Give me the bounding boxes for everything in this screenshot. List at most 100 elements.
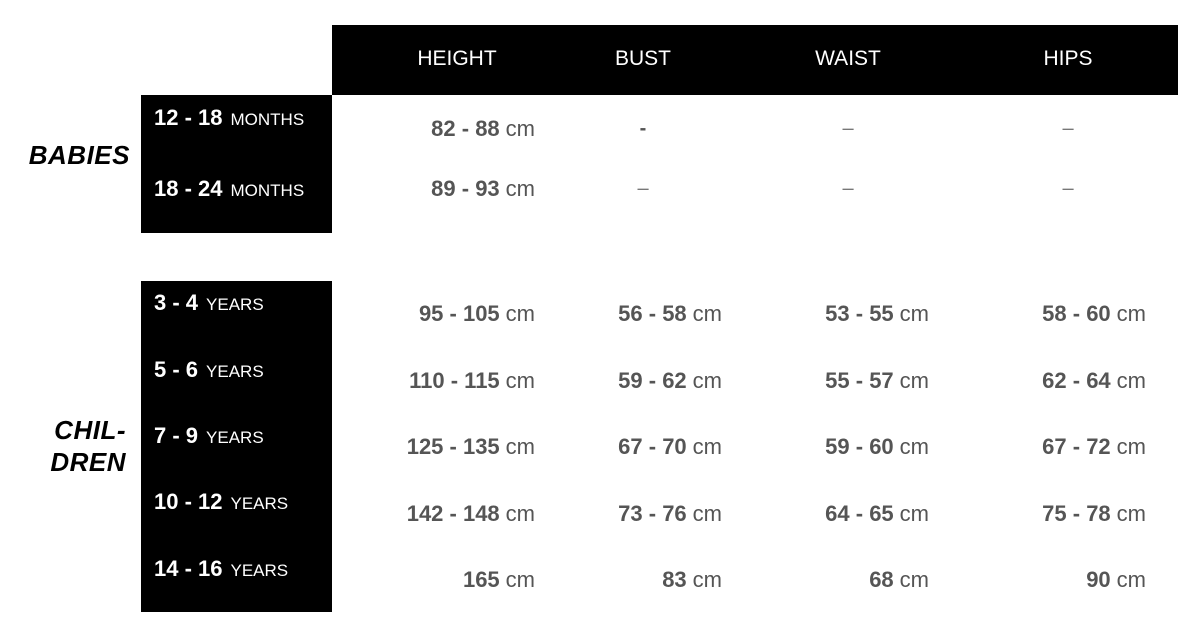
age-range-label: 12 - 18 MONTHS [154,105,304,131]
measurement: 53 - 55 [825,301,894,326]
babies-age-box [141,95,332,233]
bust-value: 56 - 58 cm [618,301,722,327]
unit-label: cm [505,434,535,459]
age-range-label: 18 - 24 MONTHS [154,176,304,202]
age-range: 12 - 18 [154,105,223,130]
hips-value: 90 cm [1086,567,1146,593]
age-range-label: 3 - 4 YEARS [154,290,264,316]
unit-label: cm [1116,434,1146,459]
measurement: 142 - 148 [406,501,500,526]
unit-label: cm [899,368,929,393]
measurement: 90 [1086,567,1111,592]
measurement: 67 - 72 [1042,434,1111,459]
measurement: 89 - 93 [431,176,500,201]
age-unit: YEARS [230,561,289,580]
age-unit: YEARS [206,295,264,314]
measurement: 82 - 88 [431,116,500,141]
age-range-label: 7 - 9 YEARS [154,423,264,449]
measurement: 75 - 78 [1042,501,1111,526]
unit-label: cm [505,567,535,592]
measurement: 58 - 60 [1042,301,1111,326]
age-range: 7 - 9 [154,423,199,448]
age-unit: MONTHS [230,110,305,129]
hips-value: 62 - 64 cm [1042,368,1146,394]
unit-label: cm [505,301,535,326]
age-range-label: 14 - 16 YEARS [154,556,288,582]
age-range: 10 - 12 [154,489,223,514]
unit-label: cm [692,301,722,326]
age-range: 14 - 16 [154,556,223,581]
unit-label: cm [899,434,929,459]
hips-empty-value: – [1062,117,1074,140]
height-value: 165 cm [463,567,535,593]
measurement: 73 - 76 [618,501,687,526]
unit-label: cm [899,301,929,326]
age-unit: YEARS [230,494,289,513]
height-value: 89 - 93 cm [431,176,535,202]
height-value: 142 - 148 cm [407,501,535,527]
hips-value: 58 - 60 cm [1042,301,1146,327]
measurement: 62 - 64 [1042,368,1111,393]
measurement: 110 - 115 [409,368,500,393]
column-header-bar: HEIGHT BUST WAIST HIPS [332,25,1178,95]
waist-empty-value: – [842,117,854,140]
bust-value: 73 - 76 cm [618,501,722,527]
unit-label: cm [692,567,722,592]
measurement: 83 [662,567,687,592]
waist-value: 68 cm [869,567,929,593]
bust-value: 67 - 70 cm [618,434,722,460]
unit-label: cm [692,368,722,393]
hips-empty-value: – [1062,177,1074,200]
unit-label: cm [505,501,535,526]
measurement: 95 - 105 [418,301,500,326]
height-value: 82 - 88 cm [431,116,535,142]
bust-empty-value: - [639,117,647,140]
unit-label: cm [899,501,929,526]
measurement: 59 - 60 [825,434,894,459]
hips-value: 75 - 78 cm [1042,501,1146,527]
column-header-waist: WAIST [815,47,881,70]
unit-label: cm [505,368,535,393]
unit-label: cm [692,501,722,526]
waist-value: 64 - 65 cm [825,501,929,527]
bust-value: 59 - 62 cm [618,368,722,394]
hips-value: 67 - 72 cm [1042,434,1146,460]
measurement: 165 [462,567,500,592]
unit-label: cm [1116,567,1146,592]
age-unit: MONTHS [230,181,305,200]
group-label-line: DREN [50,447,126,477]
measurement: 125 - 135 [406,434,500,459]
unit-label: cm [1116,368,1146,393]
age-range-label: 5 - 6 YEARS [154,357,264,383]
bust-value: 83 cm [662,567,722,593]
group-label-line: CHIL- [54,415,126,445]
height-value: 125 - 135 cm [407,434,535,460]
measurement: 56 - 58 [618,301,687,326]
measurement: 67 - 70 [618,434,687,459]
group-label-babies: BABIES [28,140,130,170]
age-unit: YEARS [206,362,264,381]
unit-label: cm [692,434,722,459]
column-header-height: HEIGHT [417,47,497,70]
height-value: 110 - 115 cm [409,368,535,394]
age-range: 3 - 4 [154,290,199,315]
waist-value: 53 - 55 cm [825,301,929,327]
children-age-box [141,281,332,612]
age-range: 5 - 6 [154,357,199,382]
waist-value: 55 - 57 cm [825,368,929,394]
age-unit: YEARS [206,428,264,447]
age-range: 18 - 24 [154,176,223,201]
unit-label: cm [505,176,535,201]
bust-empty-value: – [637,177,649,200]
unit-label: cm [1116,301,1146,326]
group-label-children: CHIL- DREN [0,414,126,478]
measurement: 64 - 65 [825,501,894,526]
waist-value: 59 - 60 cm [825,434,929,460]
measurement: 68 [869,567,894,592]
age-range-label: 10 - 12 YEARS [154,489,288,515]
column-header-bust: BUST [614,47,672,70]
unit-label: cm [899,567,929,592]
unit-label: cm [505,116,535,141]
measurement: 59 - 62 [618,368,687,393]
waist-empty-value: – [842,177,854,200]
